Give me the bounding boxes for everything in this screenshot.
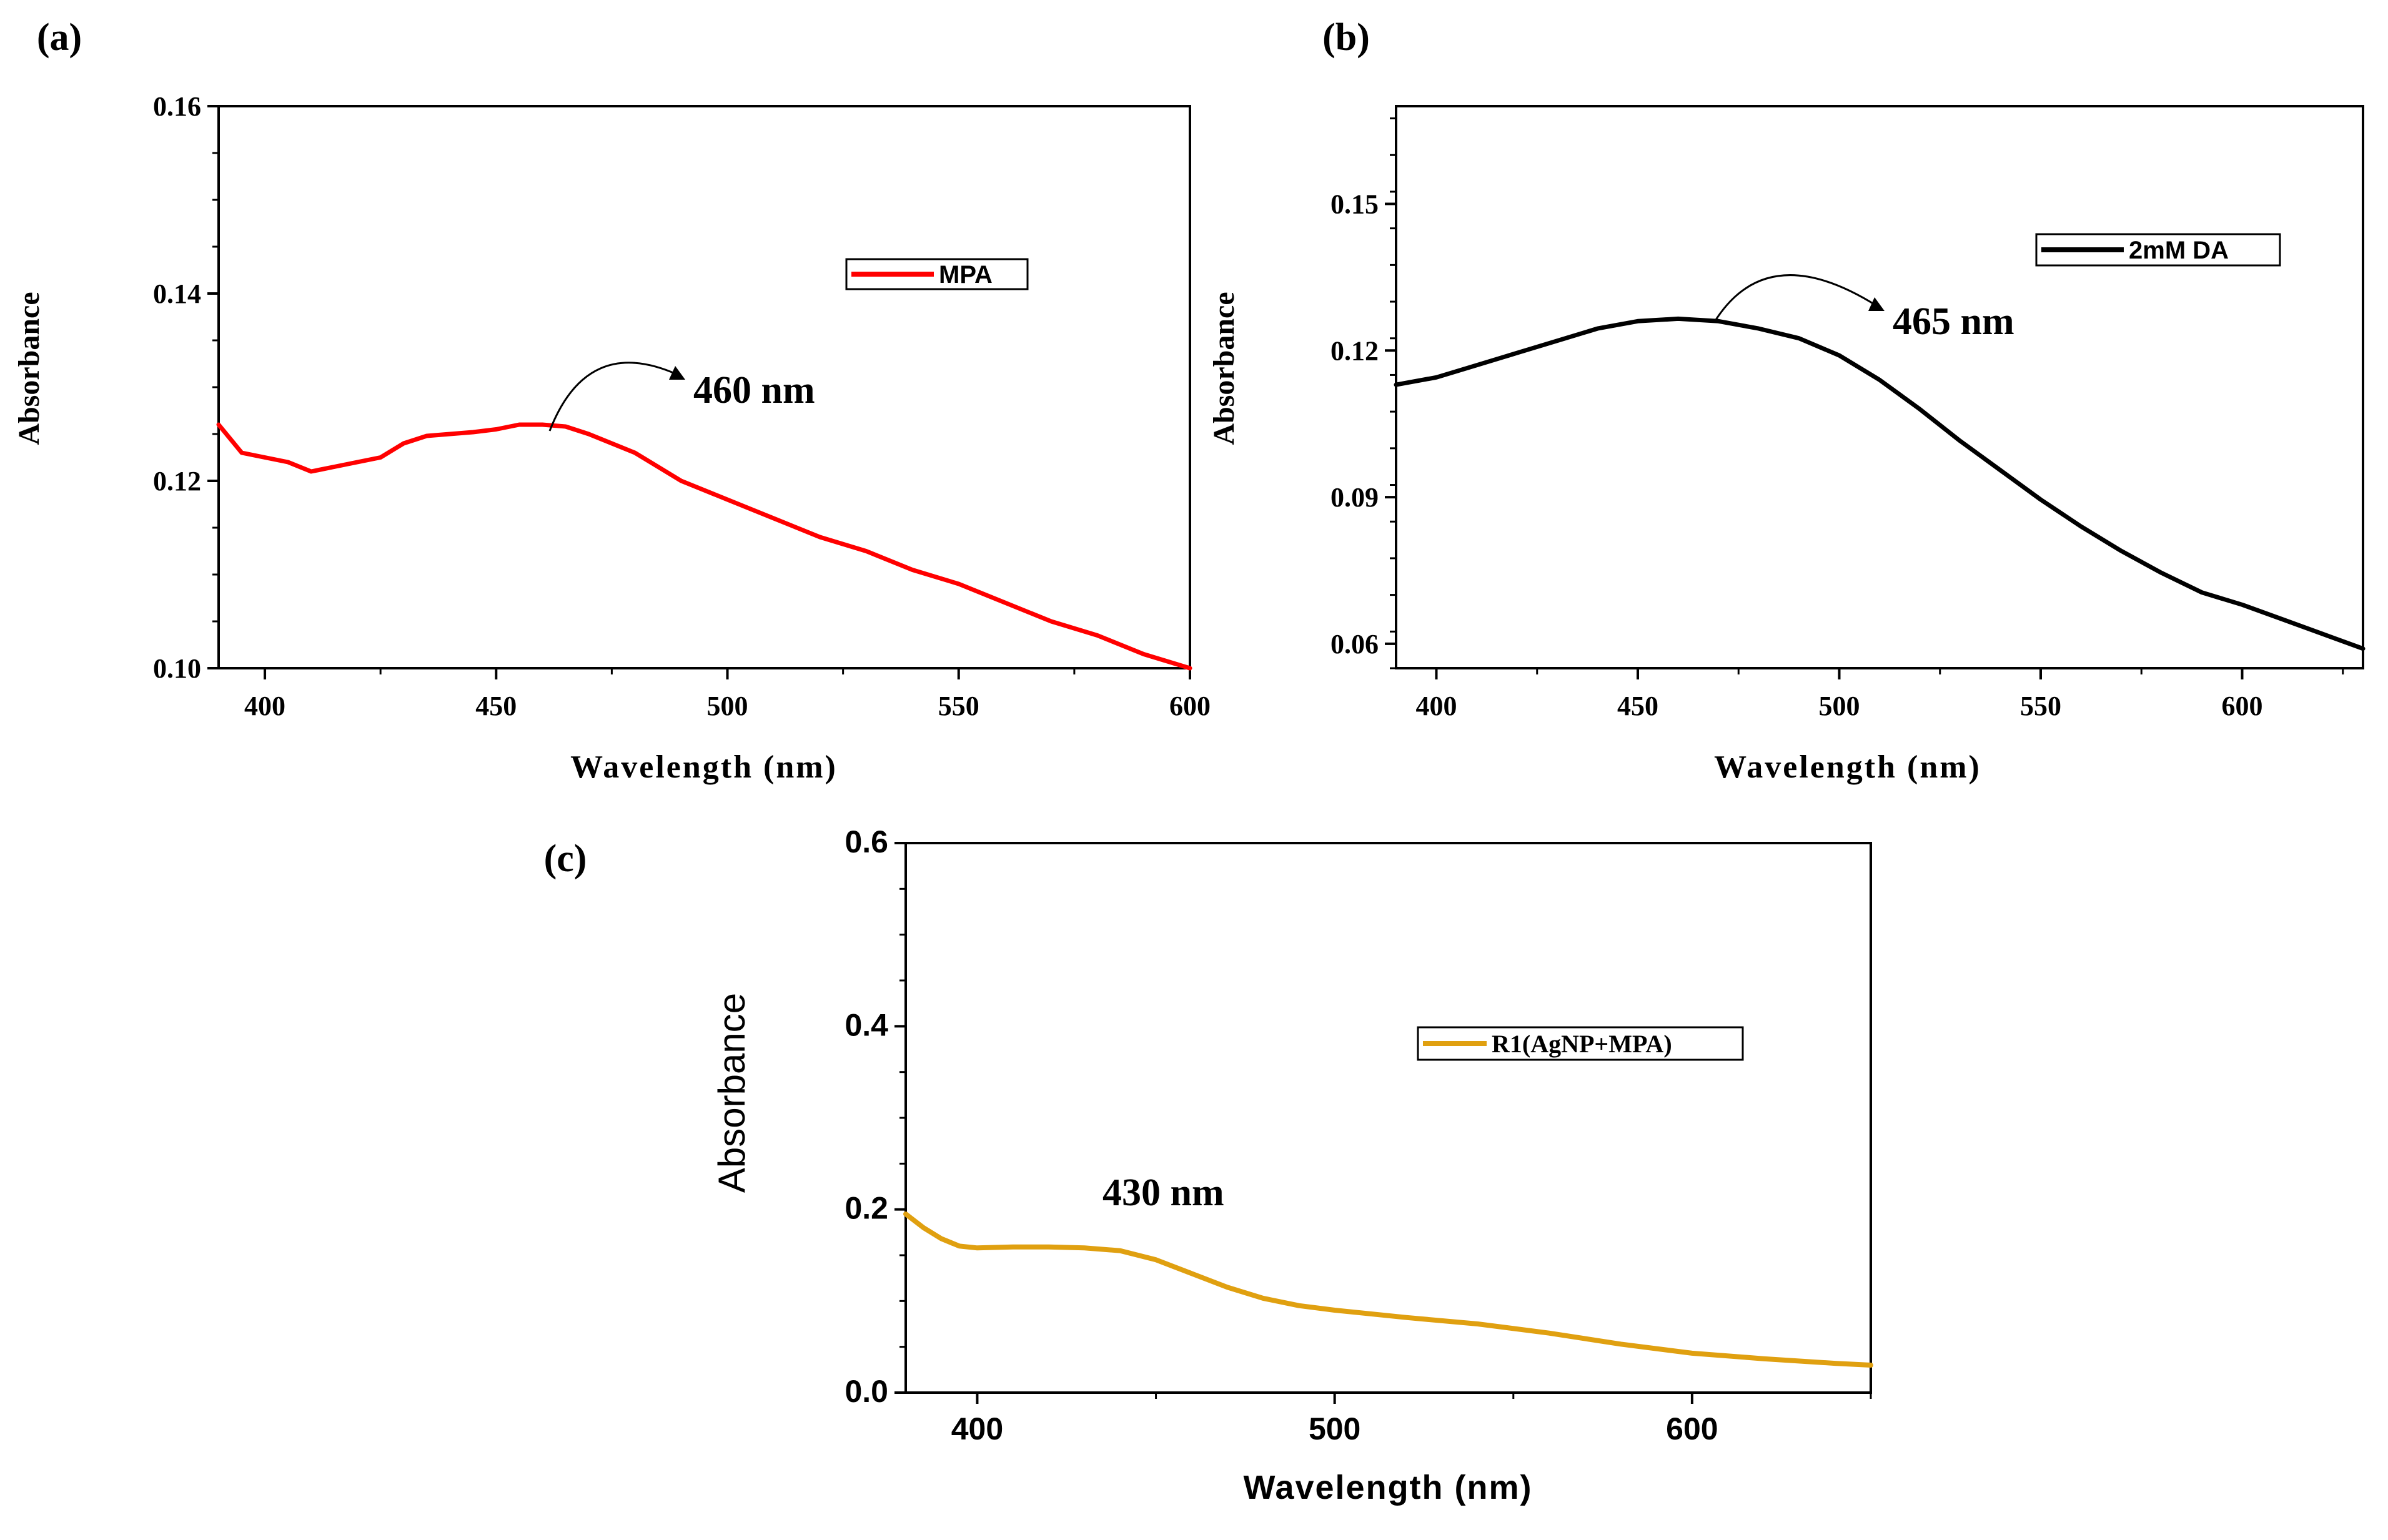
x-axis-label: Wavelength (nm): [570, 749, 838, 785]
y-tick-label: 0.0: [845, 1374, 888, 1409]
y-axis-label: Absorbance: [12, 292, 46, 445]
chart-panel-a: 400 450 500 550 600 0.10 0.12 0.14 0.16 Wavelengt…: [12, 16, 1211, 785]
annotation-arrowhead: [1868, 297, 1885, 311]
x-tick-label: 400: [951, 1411, 1003, 1446]
plot-frame: [1395, 105, 2364, 669]
y-axis-label: Absorbance: [1207, 292, 1241, 445]
panel-label: (c): [544, 837, 587, 880]
y-tick-label: 0.2: [845, 1191, 888, 1226]
panel-label: (b): [1322, 16, 1370, 59]
series-line-2mm-da: [1394, 316, 2366, 651]
x-tick-label: 500: [1819, 691, 1860, 721]
x-tick-label: 500: [707, 691, 748, 721]
x-axis-label: Wavelength (nm): [1243, 1469, 1532, 1506]
x-tick-label: 550: [2020, 691, 2061, 721]
y-tick-label: 0.14: [153, 279, 201, 309]
y-tick-label: 0.10: [153, 653, 201, 684]
legend-label: 2mM DA: [2129, 237, 2229, 264]
y-tick-label: 0.09: [1330, 482, 1379, 513]
x-tick-label: 600: [1169, 691, 1211, 721]
plot-frame: [904, 842, 1872, 1394]
y-tick-label: 0.12: [1330, 335, 1379, 366]
panel-label: (a): [37, 16, 82, 59]
x-tick-label: 600: [2222, 691, 2263, 721]
annotation-arrow: [1713, 274, 1878, 322]
legend-label: R1(AgNP+MPA): [1492, 1030, 1672, 1058]
peak-annotation: 430 nm: [1102, 1172, 1224, 1214]
y-tick-label: 0.4: [845, 1007, 888, 1042]
peak-annotation: 460 nm: [693, 369, 815, 412]
chart-panel-b: 400 450 500 550 600 0.06 0.09 0.12 0.15 Wavelengt…: [1207, 16, 2366, 785]
legend-label: MPA: [939, 261, 993, 289]
x-tick-label: 600: [1666, 1411, 1718, 1446]
y-tick-label: 0.16: [153, 91, 201, 122]
series-line-mpa: [216, 422, 1192, 671]
y-tick-label: 0.6: [845, 824, 888, 859]
x-tick-label: 550: [938, 691, 979, 721]
y-tick-label: 0.15: [1330, 189, 1379, 220]
x-tick-label: 500: [1309, 1411, 1360, 1446]
x-tick-label: 400: [244, 691, 285, 721]
chart-panel-c: 400 500 600 0.0 0.2 0.4 0.6 Wavelength (nm) Abso…: [544, 824, 1873, 1506]
y-tick-label: 0.06: [1330, 629, 1379, 659]
series-line-r1-agnp-mpa-: [903, 1212, 1873, 1368]
peak-annotation: 465 nm: [1893, 300, 2014, 343]
x-axis-label: Wavelength (nm): [1714, 749, 1981, 785]
x-tick-label: 400: [1416, 691, 1457, 721]
x-tick-label: 450: [1617, 691, 1658, 721]
y-tick-label: 0.12: [153, 466, 201, 496]
annotation-arrow: [548, 362, 678, 432]
x-tick-label: 450: [475, 691, 517, 721]
annotation-arrowhead: [669, 366, 685, 380]
y-axis-label: Absorbance: [711, 993, 753, 1193]
